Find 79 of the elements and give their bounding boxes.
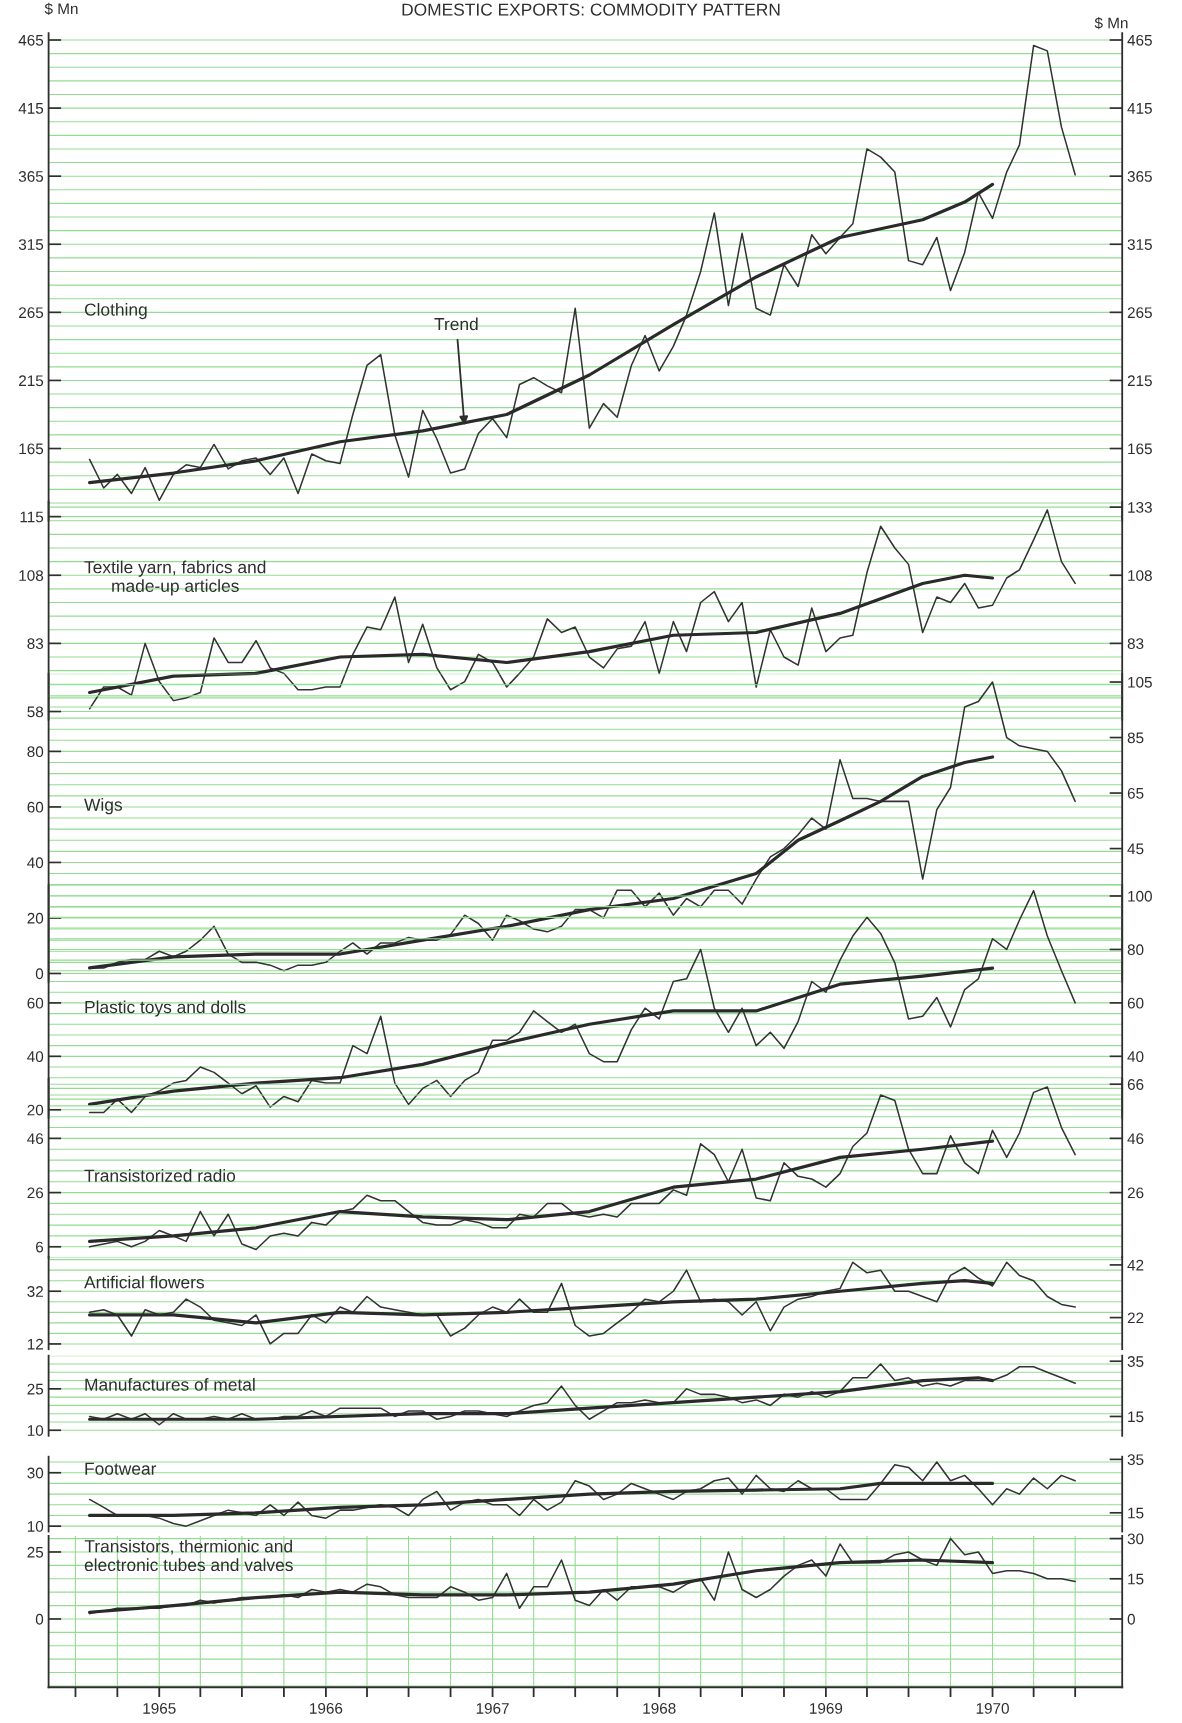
text: Artificial flowers <box>84 1275 204 1289</box>
x-tick-label: 1970 <box>976 1702 1009 1714</box>
y2-tick-label: 65 <box>1127 787 1144 799</box>
y2-tick-label: 85 <box>1127 732 1144 744</box>
y2-tick-label: 46 <box>1127 1133 1144 1145</box>
y2-axis-title: $ Mn <box>1094 16 1128 30</box>
y-tick-label: 10 <box>27 1521 44 1532</box>
y2-tick-label: 133 <box>1128 502 1152 513</box>
y-tick-label: 6 <box>36 1241 44 1253</box>
y2-tick-label: 83 <box>1127 638 1144 650</box>
y-tick-label: 115 <box>20 511 44 523</box>
y-tick-label: 25 <box>27 1546 44 1558</box>
text: Clothing <box>84 302 147 320</box>
y-tick-label: 365 <box>18 171 44 182</box>
annotation: Trend <box>434 317 478 331</box>
y-tick-label: 60 <box>27 801 44 813</box>
y2-tick-label: 66 <box>1127 1079 1144 1090</box>
y-tick-label: 12 <box>27 1338 43 1350</box>
y-tick-label: 215 <box>19 375 44 387</box>
y2-tick-label: 415 <box>1127 103 1152 114</box>
y2-tick-label: 45 <box>1127 843 1144 855</box>
y2-tick-label: 22 <box>1127 1312 1144 1324</box>
text: Textile yarn, fabrics and made-up articles <box>84 560 266 596</box>
y-tick-label: 30 <box>27 1467 44 1479</box>
y2-tick-label: 35 <box>1127 1356 1144 1367</box>
y-tick-label: 60 <box>27 997 44 1009</box>
y-tick-label: 10 <box>27 1425 44 1436</box>
y2-tick-label: 80 <box>1127 944 1144 956</box>
x-tick-label: 1969 <box>810 1702 843 1714</box>
chart-title: Footwear <box>85 1462 157 1475</box>
y-tick-label: 20 <box>27 1104 44 1116</box>
text: Wigs <box>84 798 122 815</box>
text: DOMESTIC EXPORTS: COMMODITY PATTERN <box>402 3 780 16</box>
y-tick-label: 108 <box>19 570 44 581</box>
y-tick-label: 58 <box>27 706 44 718</box>
y-tick-label: 32 <box>27 1286 43 1297</box>
x-tick-label: 1967 <box>476 1702 509 1714</box>
y2-tick-label: 100 <box>1128 890 1152 902</box>
y2-tick-label: 15 <box>1128 1573 1144 1585</box>
y-tick-label: 40 <box>27 857 44 869</box>
y-tick-label: 26 <box>27 1187 44 1199</box>
text: Plastic toys and dolls <box>85 1000 246 1017</box>
y2-tick-label: 0 <box>1127 1613 1135 1625</box>
y2-tick-label: 60 <box>1127 997 1144 1009</box>
y-tick-label: 465 <box>18 34 44 46</box>
y-axis-title: $ Mn <box>44 2 78 16</box>
y2-tick-label: 165 <box>1128 443 1152 455</box>
x-tick-label: 1968 <box>643 1702 676 1714</box>
y2-tick-label: 108 <box>1128 570 1152 581</box>
y2-tick-label: 35 <box>1127 1454 1144 1466</box>
x-tick-label: 1966 <box>310 1702 343 1714</box>
text: Transistors, thermionic and electronic tubes and valves <box>84 1539 293 1572</box>
text: Manufactures of metal <box>85 1378 255 1391</box>
y-tick-label: 83 <box>27 638 44 650</box>
y2-tick-label: 215 <box>1127 375 1152 387</box>
x-tick-label: 1965 <box>143 1702 176 1714</box>
y-tick-label: 415 <box>18 103 44 114</box>
y2-tick-label: 265 <box>1127 307 1152 319</box>
y2-tick-label: 30 <box>1127 1533 1144 1545</box>
y-tick-label: 40 <box>27 1051 44 1063</box>
y-tick-label: 265 <box>19 307 44 319</box>
y-tick-label: 80 <box>27 746 44 758</box>
y-tick-label: 0 <box>35 1613 44 1625</box>
y-tick-label: 25 <box>27 1383 44 1395</box>
y-tick-label: 315 <box>18 239 44 250</box>
y2-tick-label: 40 <box>1127 1051 1144 1063</box>
y2-tick-label: 42 <box>1127 1259 1144 1271</box>
y2-tick-label: 26 <box>1127 1187 1144 1199</box>
text: Transistorized radio <box>84 1169 236 1182</box>
y2-tick-label: 315 <box>1127 239 1152 250</box>
y2-tick-label: 15 <box>1128 1507 1144 1519</box>
y-tick-label: 0 <box>35 968 44 980</box>
y-tick-label: 165 <box>19 443 44 455</box>
y2-tick-label: 105 <box>1128 676 1152 688</box>
y2-tick-label: 15 <box>1128 1411 1144 1423</box>
y2-tick-label: 465 <box>1127 34 1152 46</box>
y-tick-label: 20 <box>27 912 44 924</box>
y-tick-label: 46 <box>27 1133 44 1145</box>
y2-tick-label: 365 <box>1127 171 1152 182</box>
